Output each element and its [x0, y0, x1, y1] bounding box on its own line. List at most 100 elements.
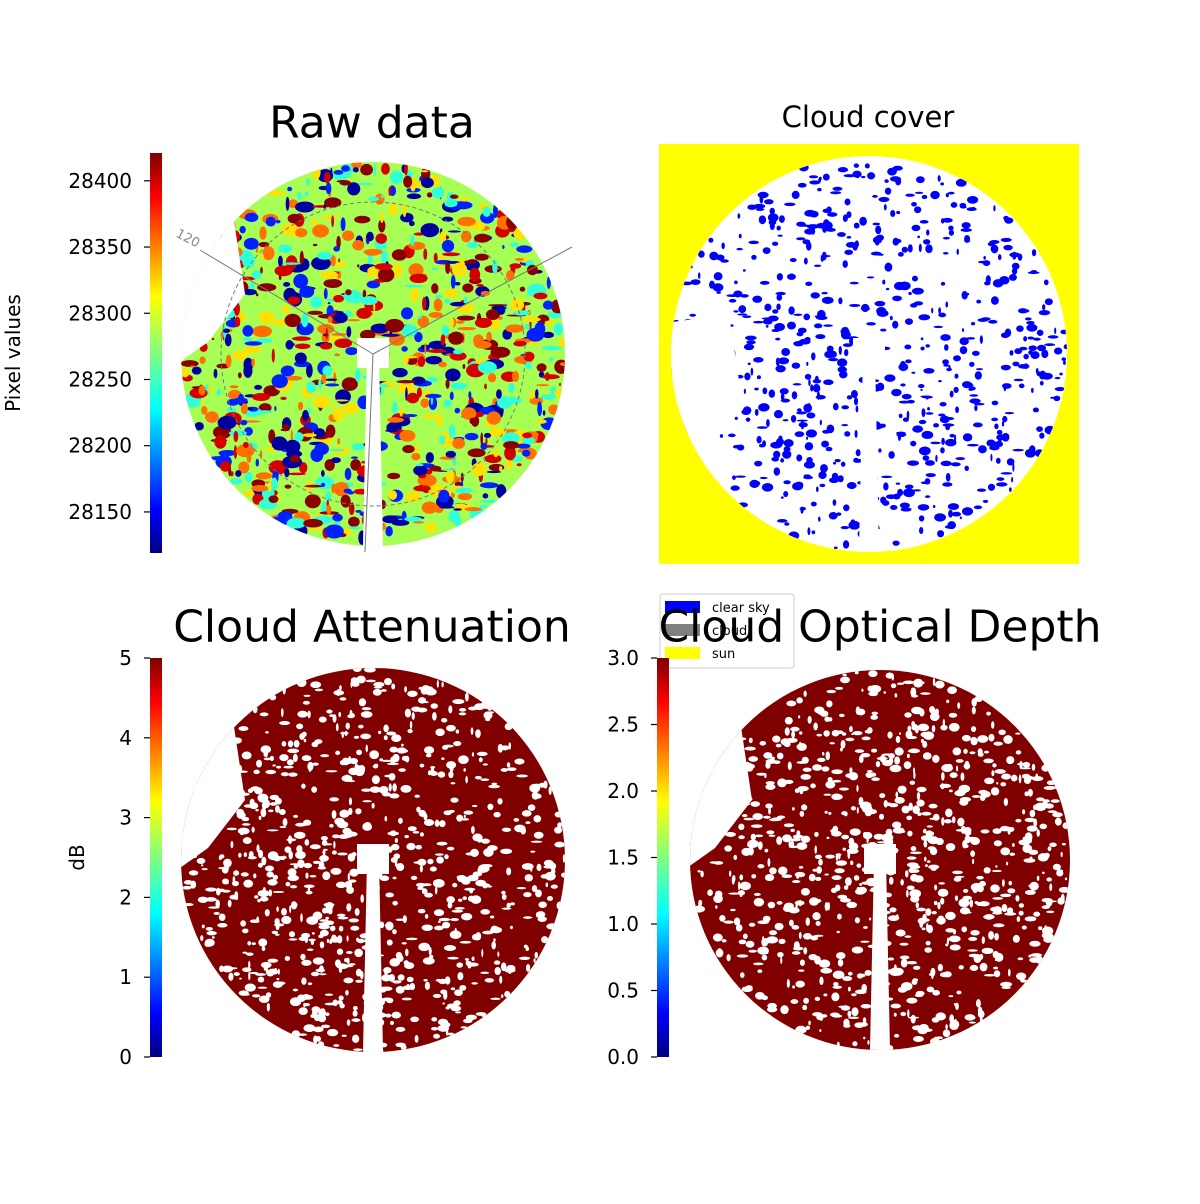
texture-blob — [211, 337, 215, 341]
texture-blob — [959, 798, 969, 806]
texture-blob — [844, 431, 851, 437]
texture-blob — [928, 803, 938, 809]
texture-blob — [964, 234, 971, 242]
texture-blob — [849, 281, 859, 285]
texture-blob — [769, 867, 777, 875]
texture-blob — [425, 452, 434, 464]
texture-blob — [468, 706, 478, 711]
texture-blob — [918, 243, 922, 253]
texture-blob — [383, 967, 392, 974]
texture-blob — [465, 775, 468, 784]
colorbar-tick-label: 2 — [119, 885, 132, 909]
texture-blob — [247, 407, 253, 411]
texture-blob — [542, 410, 546, 416]
texture-blob — [780, 398, 791, 403]
texture-blob — [832, 461, 837, 465]
texture-blob — [918, 384, 925, 389]
texture-blob — [243, 879, 254, 888]
texture-blob — [967, 949, 978, 952]
texture-blob — [923, 918, 930, 922]
texture-blob — [946, 699, 950, 704]
texture-blob — [816, 309, 826, 319]
texture-blob — [904, 318, 913, 325]
texture-blob — [1004, 328, 1012, 337]
texture-blob — [257, 862, 263, 868]
texture-blob — [812, 912, 821, 921]
texture-blob — [525, 964, 531, 972]
texture-blob — [808, 873, 816, 882]
texture-blob — [288, 931, 296, 938]
texture-blob — [924, 856, 927, 862]
texture-blob — [545, 882, 549, 888]
texture-blob — [372, 688, 382, 696]
texture-blob — [464, 432, 479, 441]
texture-blob — [750, 367, 754, 376]
texture-blob — [404, 414, 418, 418]
texture-blob — [463, 768, 466, 772]
texture-blob — [1001, 773, 1011, 780]
texture-blob — [501, 827, 512, 832]
texture-blob — [852, 730, 863, 736]
texture-blob — [358, 698, 367, 707]
texture-blob — [301, 313, 309, 328]
texture-blob — [449, 351, 467, 361]
texture-blob — [973, 505, 983, 510]
texture-blob — [1049, 883, 1053, 891]
texture-blob — [890, 683, 897, 689]
texture-blob — [899, 942, 909, 946]
texture-blob — [955, 759, 964, 763]
texture-blob — [980, 829, 990, 834]
texture-blob — [1001, 903, 1008, 912]
legend-swatch — [665, 647, 700, 659]
texture-blob — [1006, 458, 1015, 466]
texture-blob — [236, 808, 245, 817]
texture-blob — [422, 414, 437, 419]
texture-blob — [786, 700, 797, 707]
texture-blob — [380, 986, 393, 991]
texture-blob — [1022, 809, 1026, 815]
texture-blob — [748, 756, 759, 762]
texture-blob — [1034, 802, 1047, 812]
texture-blob — [460, 1026, 468, 1029]
texture-blob — [930, 441, 941, 445]
texture-blob — [345, 289, 352, 296]
texture-blob — [233, 870, 240, 876]
texture-blob — [765, 781, 775, 785]
texture-blob — [252, 325, 272, 338]
texture-blob — [312, 1026, 324, 1033]
texture-blob — [925, 244, 933, 254]
texture-blob — [1039, 823, 1048, 830]
texture-blob — [942, 236, 950, 240]
texture-blob — [1054, 327, 1057, 335]
texture-blob — [442, 745, 449, 750]
texture-blob — [889, 764, 902, 773]
texture-blob — [243, 852, 248, 858]
texture-blob — [420, 686, 428, 695]
texture-blob — [762, 915, 771, 922]
texture-blob — [213, 368, 218, 379]
texture-blob — [757, 841, 763, 850]
texture-blob — [758, 443, 766, 448]
texture-blob — [237, 372, 242, 379]
texture-blob — [361, 788, 372, 792]
texture-blob — [351, 162, 362, 169]
texture-blob — [365, 679, 376, 683]
texture-blob — [1004, 411, 1015, 415]
texture-blob — [354, 948, 363, 958]
texture-blob — [949, 944, 961, 951]
texture-blob — [271, 436, 288, 451]
texture-blob — [306, 381, 316, 394]
texture-blob — [485, 309, 500, 320]
texture-blob — [324, 378, 338, 381]
texture-blob — [277, 511, 293, 519]
texture-blob — [264, 909, 270, 917]
texture-blob — [1029, 940, 1041, 947]
texture-blob — [297, 191, 302, 201]
texture-blob — [893, 1012, 897, 1017]
texture-blob — [545, 876, 553, 879]
sky-image — [671, 156, 1067, 552]
texture-blob — [906, 862, 919, 868]
texture-blob — [219, 461, 231, 472]
texture-blob — [319, 854, 329, 862]
texture-blob — [408, 263, 424, 277]
